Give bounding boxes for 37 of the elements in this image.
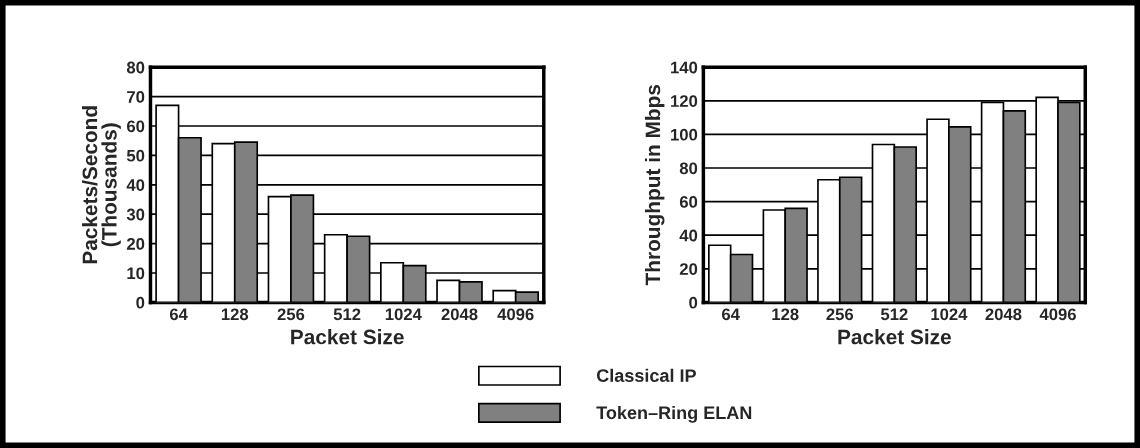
x-tick-label: 1024 (385, 308, 422, 321)
x-tick-label: 64 (169, 308, 188, 321)
y-tick-label: 40 (126, 179, 145, 191)
y-tick-label: 50 (126, 149, 145, 162)
y-tick-label: 100 (671, 128, 698, 141)
y-tick-label: 0 (689, 296, 698, 309)
y-tick-label: 70 (127, 91, 145, 103)
x-tick-label: 4096 (497, 308, 534, 321)
x-axis-title: Packet Size (838, 329, 951, 345)
x-axis-title: Packet Size (291, 329, 404, 345)
x-tick-label: 2048 (985, 308, 1022, 321)
x-tick-label: 2048 (441, 308, 478, 321)
y-tick-label: 140 (671, 61, 698, 74)
x-tick-label: 512 (880, 308, 908, 321)
x-tick-label: 512 (333, 308, 361, 321)
legend-label: Classical IP (596, 368, 696, 382)
y-tick-label: 80 (126, 61, 145, 74)
x-tick-label: 256 (277, 308, 305, 321)
legend-label: Token–Ring ELAN (596, 405, 752, 423)
x-tick-label: 64 (722, 308, 740, 321)
x-tick-label: 256 (826, 308, 854, 321)
y-tick-label: 0 (136, 296, 145, 309)
x-tick-label: 1024 (931, 308, 968, 321)
x-tick-label: 128 (772, 308, 799, 321)
y-tick-label: 20 (679, 263, 698, 275)
y-tick-label: 60 (127, 120, 145, 133)
y-tick-label: 80 (679, 162, 698, 175)
y-tick-label: 10 (127, 267, 145, 280)
y-axis-title: Packets/Second (Thousands) (81, 106, 121, 264)
y-tick-label: 30 (126, 208, 145, 221)
y-tick-label: 120 (671, 95, 698, 107)
y-tick-label: 20 (126, 238, 145, 250)
x-tick-label: 128 (221, 308, 249, 321)
x-tick-label: 4096 (1039, 308, 1076, 321)
y-axis-title: Throughput in Mbps (644, 84, 665, 286)
y-tick-label: 60 (679, 196, 698, 208)
y-tick-label: 40 (679, 229, 698, 242)
